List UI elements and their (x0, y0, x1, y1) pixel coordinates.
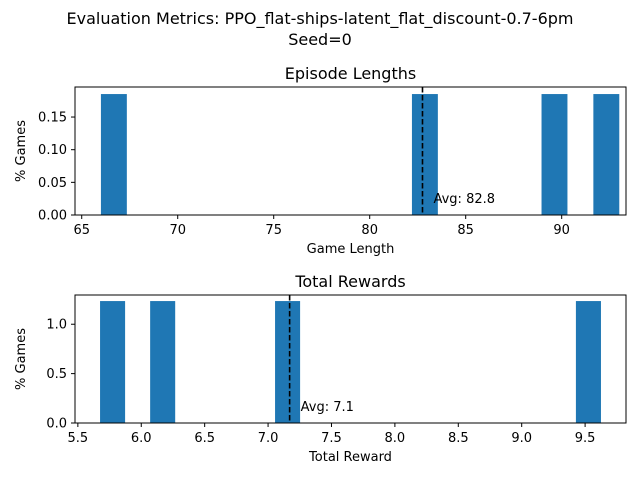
x-tick-label: 8.5 (448, 431, 469, 446)
chart-title: Total Rewards (294, 272, 405, 291)
y-tick-label: 1.0 (46, 318, 67, 333)
histogram-bar (541, 94, 568, 215)
y-tick-label: 0.05 (38, 176, 67, 191)
y-tick-label: 0.5 (46, 367, 67, 382)
y-tick-label: 0.0 (46, 417, 67, 432)
chart-title: Episode Lengths (285, 64, 416, 83)
x-tick-label: 75 (265, 223, 282, 238)
y-axis-label: % Games (14, 328, 29, 390)
histogram-bar (100, 94, 127, 215)
x-tick-label: 6.0 (131, 431, 152, 446)
histogram-bar (575, 301, 601, 423)
x-axis-label: Total Reward (308, 450, 392, 465)
x-tick-label: 9.0 (511, 431, 532, 446)
total-rewards-chart: Avg: 7.1 5.5 6.0 6.5 7.0 7.5 8.0 8.5 9.0 9.5 0.0 0.… (14, 272, 627, 465)
x-tick-label: 5.5 (68, 431, 89, 446)
y-tick-label: 0.10 (38, 143, 67, 158)
x-tick-label: 6.5 (194, 431, 215, 446)
x-tick-label: 80 (361, 223, 378, 238)
x-axis-label: Game Length (307, 242, 395, 257)
episode-lengths-chart: Avg: 82.8 65 70 75 80 85 90 0.00 0.05 0.10 0.15 Epi… (14, 64, 627, 257)
y-tick-label: 0.00 (38, 209, 67, 224)
histogram-bar (411, 94, 438, 215)
x-tick-label: 85 (457, 223, 474, 238)
x-tick-label: 7.0 (258, 431, 279, 446)
x-tick-label: 65 (73, 223, 90, 238)
y-tick-label: 0.15 (38, 111, 67, 126)
histogram-bar (275, 301, 301, 423)
axes-frame (74, 86, 627, 216)
histogram-bar (100, 301, 126, 423)
axes-frame (74, 294, 627, 424)
y-axis-label: % Games (14, 120, 29, 182)
x-tick-label: 8.0 (385, 431, 406, 446)
histogram-bar (593, 94, 620, 215)
histogram-bar (150, 301, 176, 423)
x-tick-label: 7.5 (321, 431, 342, 446)
x-tick-label: 9.5 (575, 431, 596, 446)
mean-label: Avg: 82.8 (433, 192, 495, 207)
figure-title-line1: Evaluation Metrics: PPO_flat-ships-laten… (67, 9, 574, 29)
figure-title-line2: Seed=0 (288, 30, 352, 49)
x-tick-label: 90 (553, 223, 570, 238)
mean-label: Avg: 7.1 (301, 400, 354, 415)
x-tick-label: 70 (169, 223, 186, 238)
